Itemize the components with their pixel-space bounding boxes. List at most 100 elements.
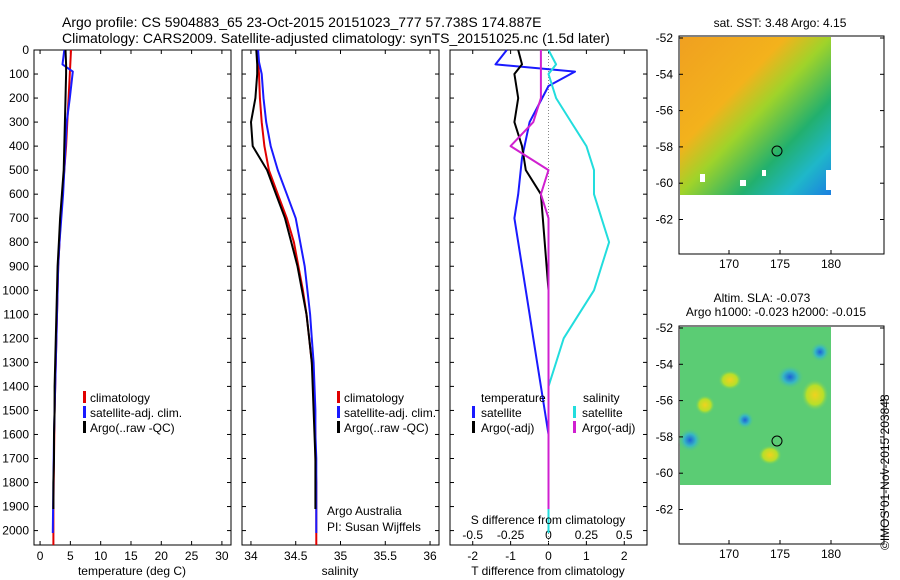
profile-lines bbox=[51, 49, 611, 545]
x-tick-label: 5 bbox=[67, 549, 74, 563]
legend-label-argo: Argo(..raw -QC) bbox=[344, 421, 429, 435]
lat-tick-label: -52 bbox=[656, 31, 674, 45]
lat-tick-label: -54 bbox=[656, 67, 674, 81]
legend-label-satellite: satellite-adj. clim. bbox=[344, 406, 436, 420]
depth-tick-label: 1400 bbox=[2, 379, 29, 393]
lat-tick-label: -56 bbox=[656, 394, 674, 408]
depth-tick-label: 1900 bbox=[2, 500, 29, 514]
legend-swatch-argo bbox=[83, 421, 86, 433]
depth-tick-label: 1700 bbox=[2, 451, 29, 465]
depth-tick-label: 800 bbox=[9, 235, 29, 249]
series-line bbox=[494, 49, 576, 533]
top-tick-label: 0.5 bbox=[616, 528, 633, 542]
sla-high-eddy bbox=[758, 445, 782, 465]
legend-label-sal-argo: Argo(-adj) bbox=[582, 421, 635, 435]
depth-tick-label: 100 bbox=[9, 67, 29, 81]
x-tick-label: 34.5 bbox=[284, 549, 308, 563]
sla-low-eddy bbox=[776, 365, 804, 389]
lon-tick-label: 180 bbox=[821, 547, 841, 561]
temperature-legend: climatology satellite-adj. clim. Argo(..… bbox=[83, 391, 182, 435]
x-tick-label: 15 bbox=[124, 549, 138, 563]
difference-axis: -2 -1 0 1 2 -0.5 -0.25 0 0.25 0.5 bbox=[462, 50, 633, 563]
argo-location-marker bbox=[771, 435, 783, 447]
salinity-legend: climatology satellite-adj. clim. Argo(..… bbox=[337, 391, 436, 435]
depth-tick-label: 200 bbox=[9, 91, 29, 105]
legend-label-climatology: climatology bbox=[90, 391, 150, 405]
legend-label-temp-argo: Argo(-adj) bbox=[481, 421, 534, 435]
depth-tick-label: 1200 bbox=[2, 331, 29, 345]
depth-tick-label: 1800 bbox=[2, 476, 29, 490]
legend-label-climatology: climatology bbox=[344, 391, 404, 405]
legend-title-salinity: salinity bbox=[583, 391, 620, 405]
x-tick-label: 30 bbox=[215, 549, 229, 563]
lat-tick-label: -58 bbox=[656, 140, 674, 154]
depth-tick-label: 300 bbox=[9, 115, 29, 129]
legend-swatch-satellite bbox=[83, 406, 86, 418]
lat-tick-label: -52 bbox=[656, 321, 674, 335]
series-line bbox=[257, 49, 318, 533]
temperature-axis: 0 5 10 15 20 25 30 bbox=[37, 50, 229, 563]
depth-tick-label: 1100 bbox=[3, 307, 29, 321]
top-tick-label: 0 bbox=[545, 528, 552, 542]
lat-tick-label: -62 bbox=[656, 503, 674, 517]
figure-title-line1: Argo profile: CS 5904883_65 23-Oct-2015 … bbox=[62, 14, 542, 30]
x-tick-label: 0 bbox=[37, 549, 44, 563]
difference-top-label: S difference from climatology bbox=[471, 513, 626, 527]
lon-tick-label: 175 bbox=[770, 257, 790, 271]
sla-high-eddy bbox=[801, 379, 829, 411]
salinity-axis: 34 34.5 35 35.5 36 bbox=[244, 50, 437, 563]
top-tick-label: -0.5 bbox=[462, 528, 483, 542]
depth-tick-label: 1300 bbox=[2, 355, 29, 369]
depth-tick-label: 600 bbox=[9, 187, 29, 201]
lat-tick-label: -62 bbox=[656, 213, 674, 227]
depth-tick-label: 400 bbox=[9, 139, 29, 153]
legend-swatch-sal-satellite bbox=[573, 406, 576, 418]
sst-map-image bbox=[680, 37, 831, 195]
top-tick-label: -0.25 bbox=[497, 528, 525, 542]
legend-swatch-temp-satellite bbox=[472, 406, 475, 418]
series-line bbox=[250, 49, 317, 509]
temperature-xlabel: temperature (deg C) bbox=[78, 564, 186, 578]
legend-swatch-sal-argo bbox=[573, 421, 576, 433]
depth-axis: 0 100 200 300 400 500 600 700 800 900 1000 1100 1200… bbox=[2, 43, 647, 538]
depth-tick-label: 0 bbox=[22, 43, 29, 57]
lat-tick-label: -54 bbox=[656, 357, 674, 371]
sst-map-axes: -52 -54 -56 -58 -60 -62 170 175 180 bbox=[656, 31, 884, 271]
legend-title-temperature: temperature bbox=[481, 391, 546, 405]
series-line bbox=[509, 50, 550, 509]
credit-text: ©IMOS 01-Nov-2015 203848 bbox=[878, 394, 892, 550]
legend-label-temp-satellite: satellite bbox=[481, 406, 522, 420]
top-tick-label: 0.25 bbox=[575, 528, 599, 542]
temperature-panel-frame bbox=[33, 49, 232, 546]
lon-tick-label: 170 bbox=[719, 547, 739, 561]
series-line bbox=[547, 49, 611, 533]
sla-map-axes: -52 -54 -56 -58 -60 -62 170 175 180 bbox=[656, 321, 884, 561]
sla-low-eddy bbox=[678, 428, 702, 452]
salinity-panel-frame bbox=[241, 49, 440, 546]
sla-high-eddy bbox=[718, 370, 742, 390]
lat-tick-label: -58 bbox=[656, 430, 674, 444]
sst-cloud-gap bbox=[700, 174, 705, 182]
sla-low-eddy bbox=[736, 411, 754, 429]
lon-tick-label: 180 bbox=[821, 257, 841, 271]
sst-cloud-gap bbox=[762, 170, 766, 176]
lat-tick-label: -60 bbox=[656, 466, 674, 480]
salinity-note-pi: PI: Susan Wijffels bbox=[327, 520, 421, 534]
x-tick-label: 36 bbox=[423, 549, 437, 563]
sla-low-eddy bbox=[810, 342, 830, 362]
x-tick-label: -2 bbox=[467, 549, 478, 563]
lat-tick-label: -56 bbox=[656, 104, 674, 118]
x-tick-label: 34 bbox=[244, 549, 258, 563]
depth-tick-label: 900 bbox=[9, 259, 29, 273]
x-tick-label: 0 bbox=[545, 549, 552, 563]
lon-tick-label: 170 bbox=[719, 257, 739, 271]
sst-cloud-gap bbox=[826, 170, 831, 190]
x-tick-label: 25 bbox=[185, 549, 199, 563]
salinity-note-agency: Argo Australia bbox=[327, 504, 402, 518]
depth-tick-label: 1000 bbox=[2, 283, 29, 297]
legend-label-argo: Argo(..raw -QC) bbox=[90, 421, 175, 435]
lon-tick-label: 175 bbox=[770, 547, 790, 561]
sst-map-title: sat. SST: 3.48 Argo: 4.15 bbox=[714, 16, 847, 30]
x-tick-label: -1 bbox=[505, 549, 516, 563]
series-line bbox=[51, 49, 74, 534]
